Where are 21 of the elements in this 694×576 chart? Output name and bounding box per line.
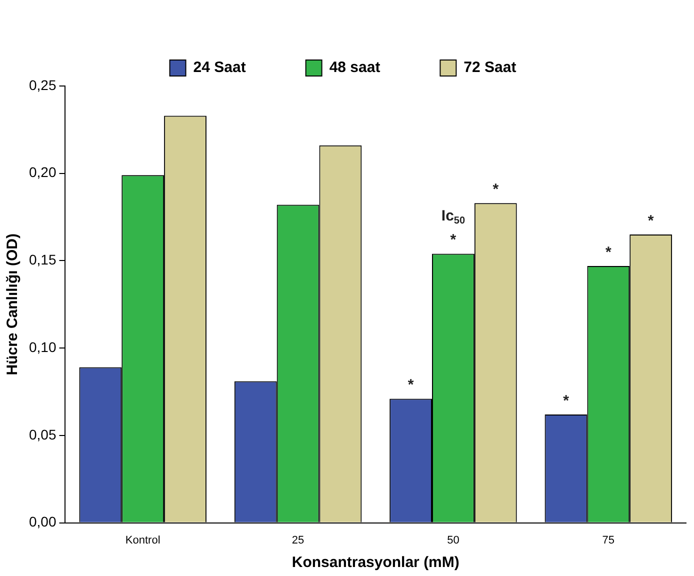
x-tick-label: 50 <box>447 534 460 546</box>
y-tick-label: 0,00 <box>29 514 56 530</box>
y-axis-title: Hücre Canlılığı (OD) <box>4 234 22 376</box>
legend-label: 48 saat <box>329 59 380 76</box>
y-tick-label: 0,05 <box>29 426 56 442</box>
legend-label: 24 Saat <box>193 59 246 76</box>
annotation: * <box>450 232 456 249</box>
x-tick-label: 25 <box>292 534 304 546</box>
annotation: * <box>563 392 570 410</box>
x-tick-label: 75 <box>602 534 615 546</box>
annotation: * <box>648 212 654 230</box>
y-tick-label: 0,20 <box>29 164 56 180</box>
x-tick-label: Kontrol <box>125 534 160 546</box>
y-tick-label: 0,15 <box>29 252 56 268</box>
legend-label: 72 Saat <box>464 59 516 76</box>
y-tick-label: 0,10 <box>29 338 56 355</box>
annotation: * <box>408 376 414 394</box>
x-axis-title: Konsantrasyonlar (mM) <box>292 554 460 572</box>
annotation: * <box>605 244 612 261</box>
annotation: * <box>492 181 499 198</box>
y-tick-label: 0,25 <box>29 76 56 93</box>
